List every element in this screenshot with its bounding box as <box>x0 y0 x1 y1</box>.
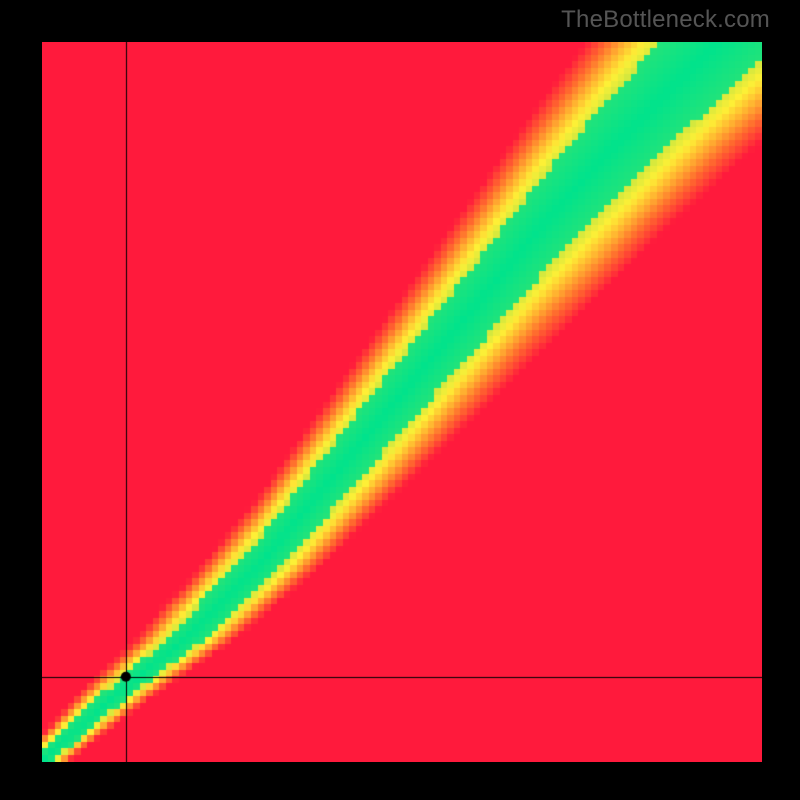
chart-container: TheBottleneck.com <box>0 0 800 800</box>
bottleneck-heatmap <box>42 42 762 762</box>
watermark-text: TheBottleneck.com <box>561 6 770 34</box>
